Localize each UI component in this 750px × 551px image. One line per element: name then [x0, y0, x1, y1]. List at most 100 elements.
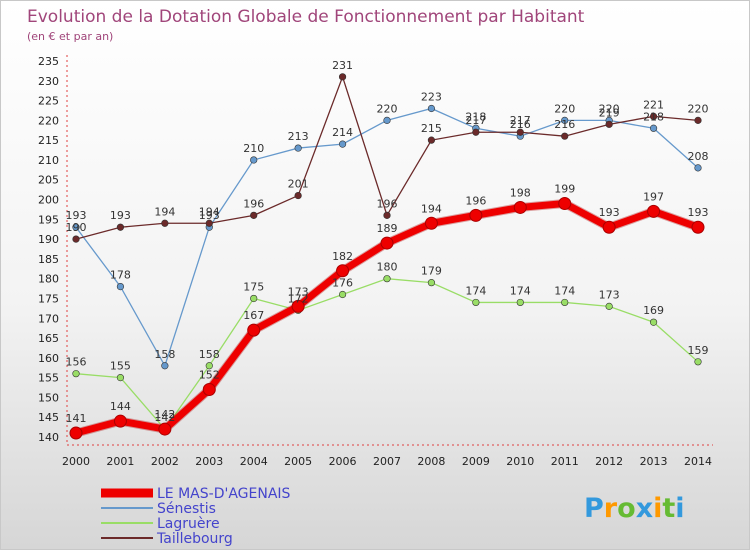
data-point — [116, 374, 125, 382]
x-tick-label: 2013 — [640, 455, 668, 468]
x-tick-label: 2002 — [151, 455, 179, 468]
data-label: 180 — [377, 261, 398, 274]
data-point — [694, 116, 702, 124]
data-label: 220 — [599, 102, 620, 115]
data-label: 218 — [465, 110, 486, 123]
data-point — [116, 283, 125, 291]
data-point — [516, 128, 524, 136]
data-point — [561, 116, 569, 124]
data-label: 217 — [510, 114, 531, 127]
data-point — [336, 264, 350, 278]
data-point — [291, 299, 305, 313]
x-tick-label: 2003 — [195, 455, 223, 468]
data-point — [113, 414, 127, 428]
proxiti-letter: i — [653, 493, 662, 524]
data-label: 196 — [377, 197, 398, 210]
data-label: 173 — [599, 288, 620, 301]
data-point — [72, 223, 80, 231]
data-point — [561, 132, 569, 140]
data-point — [694, 164, 702, 172]
data-point — [472, 128, 480, 136]
data-label: 189 — [377, 222, 398, 235]
y-tick-label: 175 — [38, 292, 59, 305]
legend: LE MAS-D'AGENAISSénestisLagruèreTaillebo… — [101, 486, 291, 547]
data-point — [338, 140, 347, 148]
data-point — [427, 136, 436, 144]
data-label: 213 — [288, 130, 309, 143]
data-label: 217 — [465, 114, 486, 127]
data-label: 173 — [288, 285, 309, 298]
data-point — [250, 294, 258, 303]
data-label: 158 — [154, 348, 175, 361]
data-point — [649, 318, 658, 326]
data-label: 201 — [288, 178, 309, 191]
data-label: 218 — [643, 110, 664, 123]
data-label: 190 — [66, 221, 87, 234]
proxiti-logo: Proxiti — [584, 493, 685, 524]
data-label: 216 — [554, 118, 575, 131]
data-label: 167 — [243, 309, 264, 322]
data-point — [602, 220, 616, 234]
data-label: 182 — [332, 250, 353, 263]
data-label: 194 — [421, 202, 442, 215]
data-point — [161, 362, 169, 370]
data-label: 196 — [465, 194, 486, 207]
proxiti-wordmark: Proxiti — [584, 493, 685, 524]
x-tick-label: 2011 — [551, 455, 579, 468]
data-point — [72, 235, 80, 243]
proxiti-letter: t — [662, 493, 675, 524]
y-tick-label: 215 — [38, 134, 59, 147]
data-point — [427, 279, 436, 287]
x-tick-label: 2006 — [329, 455, 357, 468]
data-point — [516, 298, 524, 307]
y-tick-label: 170 — [38, 312, 59, 325]
data-point — [247, 323, 261, 337]
y-tick-label: 155 — [38, 372, 59, 385]
data-label: 174 — [510, 284, 531, 297]
legend-label: Taillebourg — [156, 531, 233, 547]
proxiti-letter: o — [617, 493, 636, 524]
data-label: 220 — [554, 102, 575, 115]
data-point — [605, 120, 613, 128]
data-label: 144 — [110, 400, 131, 413]
data-point — [205, 219, 213, 227]
y-tick-label: 200 — [38, 194, 59, 207]
y-tick-label: 230 — [38, 75, 59, 88]
data-point — [472, 298, 480, 307]
data-label: 174 — [465, 284, 486, 297]
data-label: 197 — [643, 190, 664, 203]
x-tick-label: 2007 — [373, 455, 401, 468]
data-point — [649, 112, 658, 121]
data-label: 220 — [377, 102, 398, 115]
data-label: 219 — [599, 106, 620, 119]
data-point — [427, 104, 436, 113]
y-tick-label: 205 — [38, 174, 59, 187]
data-label: 142 — [154, 408, 175, 421]
chart-subtitle: (en € et par an) — [27, 30, 113, 43]
y-tick-label: 160 — [38, 352, 59, 365]
data-point — [205, 362, 213, 370]
data-label: 193 — [110, 209, 131, 222]
data-label: 179 — [421, 265, 442, 278]
proxiti-letter: x — [636, 493, 653, 524]
data-label: 208 — [688, 150, 709, 163]
data-point — [69, 426, 83, 440]
data-label: 176 — [332, 277, 353, 290]
data-label: 193 — [199, 209, 220, 222]
data-point — [647, 204, 661, 218]
data-point — [72, 370, 80, 378]
data-label: 231 — [332, 59, 353, 72]
data-label: 215 — [421, 122, 442, 135]
data-label: 194 — [199, 205, 220, 218]
data-label: 198 — [510, 186, 531, 199]
y-tick-label: 195 — [38, 213, 59, 226]
chart-title: Evolution de la Dotation Globale de Fonc… — [27, 7, 585, 27]
data-label: 175 — [243, 280, 264, 293]
data-point — [605, 302, 613, 310]
data-point — [649, 124, 658, 132]
data-point — [294, 191, 302, 200]
data-point — [424, 216, 438, 230]
